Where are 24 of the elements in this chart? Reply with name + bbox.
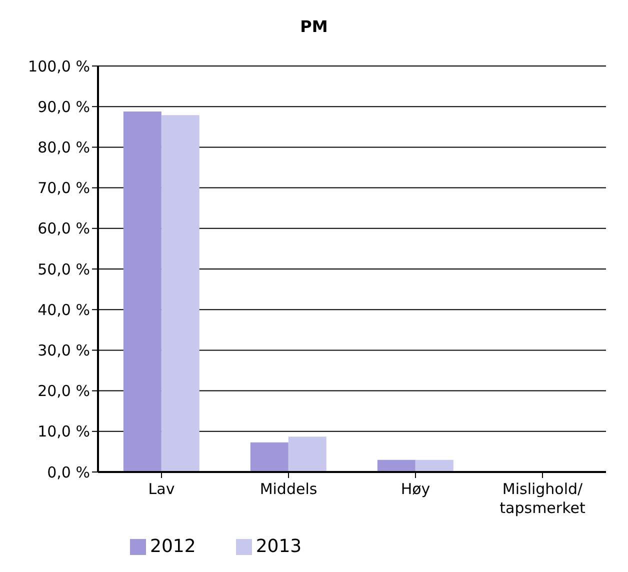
bar <box>123 111 162 472</box>
y-tick-label: 30,0 % <box>38 342 90 360</box>
bar <box>377 460 416 472</box>
y-tick-label: 80,0 % <box>38 138 90 157</box>
y-tick-label: 90,0 % <box>38 98 90 116</box>
y-tick-label: 40,0 % <box>38 300 90 319</box>
y-tick-label: 60,0 % <box>38 220 90 238</box>
x-tick-label: Høy <box>400 480 430 498</box>
bar <box>288 436 326 472</box>
x-tick-label: Lav <box>148 480 175 498</box>
y-tick-label: 50,0 % <box>38 260 90 278</box>
y-tick-label: 10,0 % <box>38 422 90 441</box>
bar <box>161 115 200 472</box>
bar <box>415 460 454 472</box>
x-tick-label: Middels <box>260 480 318 498</box>
y-tick-label: 70,0 % <box>38 179 90 198</box>
legend-label: 2013 <box>256 536 302 557</box>
y-tick-label: 20,0 % <box>38 382 90 400</box>
y-tick-label: 0,0 % <box>47 463 90 482</box>
chart-title: PM <box>299 16 329 38</box>
x-tick-label: Mislighold/ tapsmerket <box>500 480 586 517</box>
bar <box>250 442 288 472</box>
legend-label: 2012 <box>150 536 196 557</box>
y-tick-label: 100,0 % <box>28 57 90 76</box>
